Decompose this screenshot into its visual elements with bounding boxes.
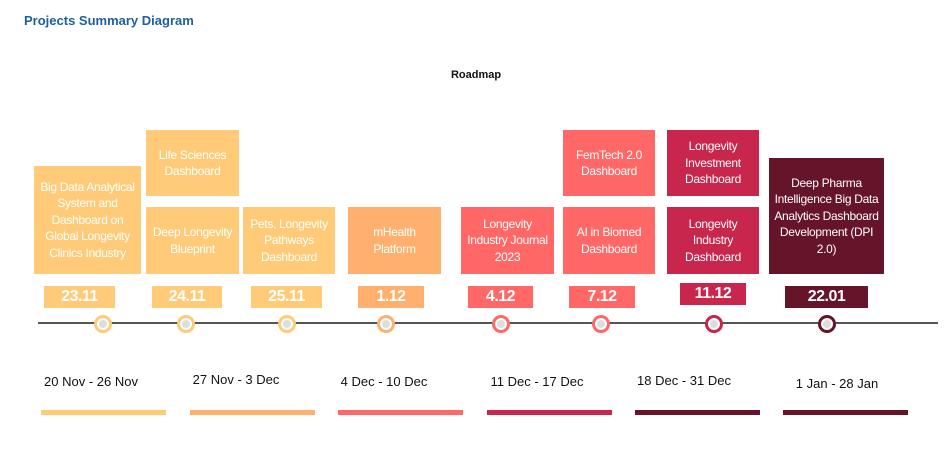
project-box: Longevity Industry Dashboard <box>667 207 759 274</box>
page-title: Projects Summary Diagram <box>24 13 194 28</box>
milestone-marker-icon <box>177 315 195 333</box>
milestone-marker-icon <box>592 315 610 333</box>
date-range: 18 Dec - 31 Dec <box>637 373 731 388</box>
date-range: 27 Nov - 3 Dec <box>192 372 280 387</box>
project-box: Pets. Longevity Pathways Dashboard <box>243 207 335 274</box>
milestone-marker-icon <box>492 315 510 333</box>
date-label: 11.12 <box>680 283 746 305</box>
project-box: FemTech 2.0 Dashboard <box>563 130 655 196</box>
milestone-marker-icon <box>705 315 723 333</box>
project-box: Deep Pharma Intelligence Big Data Analyt… <box>769 158 884 274</box>
project-box: mHealth Platform <box>348 207 441 274</box>
range-bar <box>487 410 612 415</box>
date-label: 23.11 <box>44 286 115 308</box>
project-box: Longevity Industry Journal 2023 <box>461 207 554 274</box>
milestone-marker-icon <box>818 315 836 333</box>
range-bar <box>635 410 760 415</box>
date-label: 24.11 <box>152 286 222 308</box>
milestone-marker-icon <box>94 315 112 333</box>
date-label: 1.12 <box>358 286 424 308</box>
date-range: 4 Dec - 10 Dec <box>340 374 428 389</box>
range-bar <box>41 410 166 415</box>
project-box: Big Data Analytical System and Dashboard… <box>34 166 141 274</box>
diagram-title: Roadmap <box>450 69 502 81</box>
date-range: 11 Dec - 17 Dec <box>490 374 584 389</box>
project-box: Life Sciences Dashboard <box>146 130 239 196</box>
milestone-marker-icon <box>377 315 395 333</box>
date-label: 7.12 <box>569 286 635 308</box>
milestone-marker-icon <box>278 315 296 333</box>
date-range: 20 Nov - 26 Nov <box>44 374 138 389</box>
date-label: 4.12 <box>468 286 533 308</box>
range-bar <box>338 410 463 415</box>
date-range: 1 Jan - 28 Jan <box>795 376 879 391</box>
date-label: 22.01 <box>785 286 868 308</box>
project-box: Deep Longevity Blueprint <box>146 207 239 274</box>
range-bar <box>783 410 908 415</box>
range-bar <box>190 410 315 415</box>
project-box: Longevity Investment Dashboard <box>667 130 759 196</box>
date-label: 25.11 <box>251 286 322 308</box>
timeline-axis <box>38 322 938 324</box>
project-box: AI in Biomed Dashboard <box>563 207 655 274</box>
